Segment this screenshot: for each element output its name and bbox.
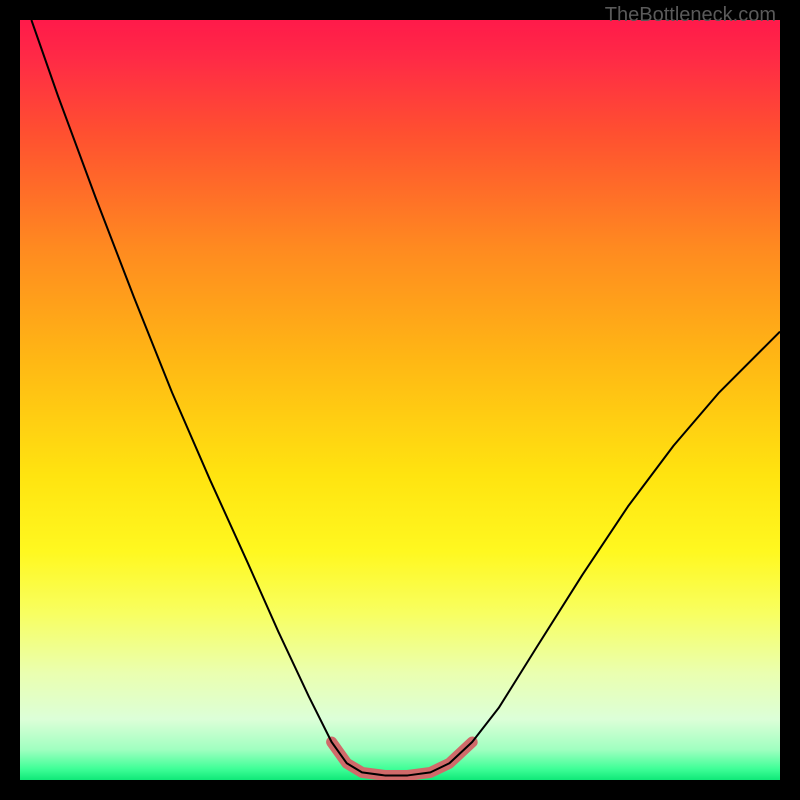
outer-frame: TheBottleneck.com <box>0 0 800 800</box>
gradient-background <box>20 20 780 780</box>
attribution-label: TheBottleneck.com <box>605 4 776 27</box>
plot-area <box>20 20 780 780</box>
bottleneck-chart <box>20 20 780 780</box>
